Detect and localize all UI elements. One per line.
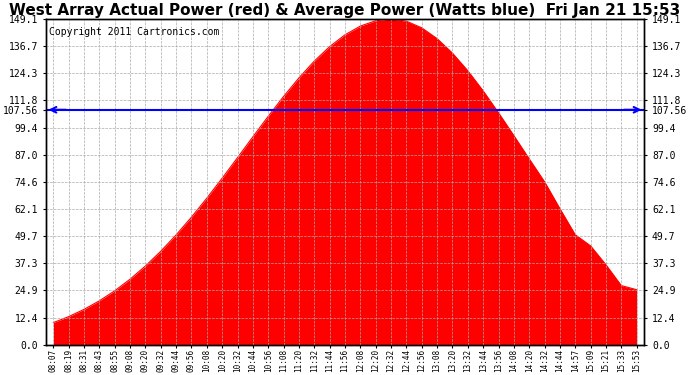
Text: Copyright 2011 Cartronics.com: Copyright 2011 Cartronics.com [49, 27, 219, 37]
Title: West Array Actual Power (red) & Average Power (Watts blue)  Fri Jan 21 15:53: West Array Actual Power (red) & Average … [10, 3, 680, 18]
